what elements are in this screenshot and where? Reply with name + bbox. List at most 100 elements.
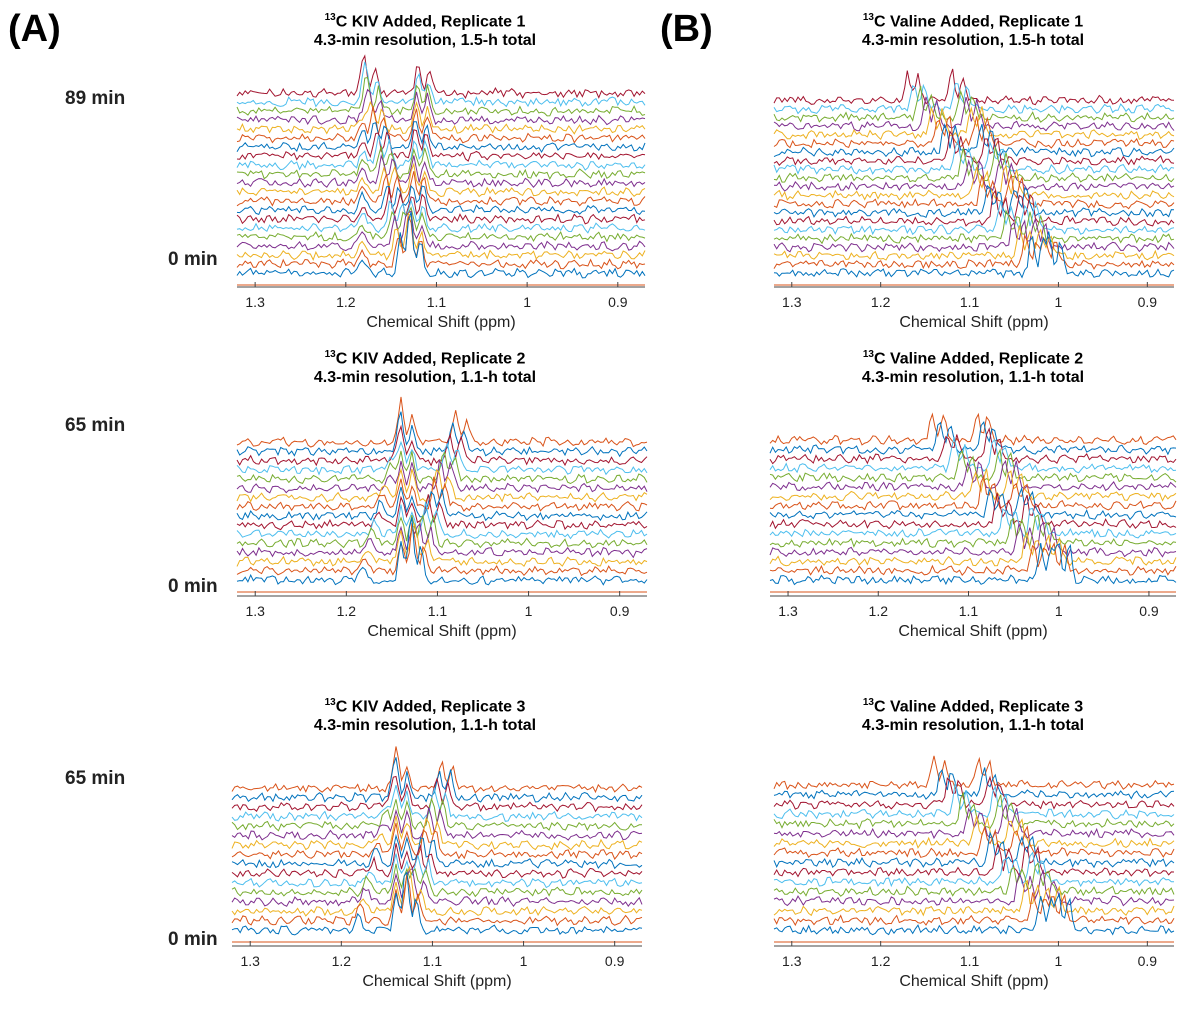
x-tick-label: 1.2 [871, 294, 891, 310]
spectrum-trace [236, 198, 646, 234]
spectrum-trace [773, 138, 1175, 175]
x-tick-label: 1.1 [959, 603, 979, 619]
x-tick-label: 1.1 [427, 294, 447, 310]
spectrum-trace [773, 130, 1175, 166]
x-tick-label: 1 [1055, 953, 1063, 969]
spectrum-trace [773, 851, 1175, 888]
spectra-plot-kiv-rep2: 1.3 1.2 1.1 1 0.9 Chemical Shift (ppm) [236, 396, 648, 640]
spectra-plot-kiv-rep1: 1.3 1.2 1.1 1 0.9 Chemical Shift (ppm) [236, 54, 646, 331]
spectrum-trace [769, 486, 1177, 521]
spectra-series-group [231, 746, 643, 943]
x-tick-label: 1.2 [332, 953, 352, 969]
x-tick-label: 0.9 [1138, 294, 1158, 310]
panel-label-a: (A) [8, 8, 61, 50]
spectrum-trace [773, 209, 1175, 245]
spectra-plot-valine-rep3: 1.3 1.2 1.1 1 0.9 Chemical Shift (ppm) [773, 755, 1175, 990]
spectrum-trace [773, 843, 1175, 878]
x-axis-label: Chemical Shift (ppm) [899, 314, 1048, 331]
spectrum-trace [769, 521, 1177, 558]
x-axis-label: Chemical Shift (ppm) [366, 314, 515, 331]
spectrum-trace [231, 865, 643, 917]
spectrum-trace [773, 767, 1175, 800]
spectrum-trace [236, 517, 648, 586]
x-tick-label: 1.1 [960, 953, 980, 969]
spectrum-trace [236, 61, 646, 108]
x-axis-label: Chemical Shift (ppm) [367, 623, 516, 640]
time-start-label: 0 min [168, 929, 218, 950]
spectrum-trace [236, 522, 648, 559]
spectrum-trace [773, 164, 1175, 201]
spectra-series-group [769, 412, 1177, 593]
spectrum-trace [769, 493, 1177, 530]
spectrum-trace [769, 459, 1177, 492]
spectrum-trace [236, 486, 648, 522]
spectrum-trace [236, 184, 646, 216]
spectrum-trace [769, 474, 1177, 511]
spectrum-trace [231, 784, 643, 822]
spectrum-trace [236, 212, 646, 261]
x-tick-label: 1.3 [240, 953, 260, 969]
spectrum-trace [236, 100, 646, 135]
spectrum-trace [773, 189, 1175, 227]
spectrum-trace [769, 436, 1177, 474]
spectrum-trace [773, 106, 1175, 141]
spectrum-trace [773, 231, 1175, 279]
x-tick-label: 1.2 [337, 603, 357, 619]
spectrum-trace [773, 775, 1175, 810]
x-tick-label: 1.2 [869, 603, 889, 619]
spectrum-trace [773, 200, 1175, 236]
spectrum-trace [231, 746, 643, 794]
spectra-series-group [236, 396, 648, 593]
spectrum-trace [236, 476, 648, 512]
spectrum-trace [773, 184, 1175, 218]
spectrum-trace [231, 815, 643, 851]
x-axis-label: Chemical Shift (ppm) [898, 623, 1047, 640]
plot-title-valine-rep2: 13C Valine Added, Replicate 2 4.3-min re… [861, 349, 1085, 387]
x-tick-label: 1.2 [871, 953, 891, 969]
time-end-label: 89 min [65, 88, 126, 109]
x-tick-label: 1.3 [245, 294, 265, 310]
spectrum-trace [773, 85, 1175, 123]
spectrum-trace [769, 543, 1177, 586]
spectrum-trace [236, 187, 646, 225]
spectrum-trace [231, 870, 643, 936]
spectrum-trace [231, 797, 642, 832]
spectrum-trace [773, 830, 1175, 869]
spectra-series-group [773, 68, 1175, 286]
spectrum-trace [236, 162, 646, 198]
spectrum-trace [773, 123, 1175, 158]
spectrum-trace [236, 501, 648, 540]
x-tick-label: 1.1 [960, 294, 980, 310]
spectrum-trace [236, 129, 646, 162]
spectrum-trace [231, 853, 643, 889]
spectra-series-group [236, 54, 646, 286]
spectrum-trace [231, 775, 643, 813]
spectrum-trace [773, 217, 1175, 253]
plot-title-kiv-rep3: 13C KIV Added, Replicate 3 4.3-min resol… [313, 697, 537, 735]
time-end-label: 65 min [65, 415, 126, 436]
spectrum-trace [773, 96, 1175, 132]
spectrum-trace [773, 147, 1175, 183]
spectrum-trace [236, 396, 648, 448]
spectrum-trace [769, 531, 1177, 567]
x-tick-label: 1.1 [428, 603, 448, 619]
spectra-plot-valine-rep1: 1.3 1.2 1.1 1 0.9 Chemical Shift (ppm) [773, 68, 1175, 331]
spectrum-trace [773, 174, 1175, 210]
spectrum-trace [231, 863, 643, 898]
spectrum-trace [773, 879, 1175, 917]
spectrum-trace [773, 782, 1175, 820]
plot-title-valine-rep1: 13C Valine Added, Replicate 1 4.3-min re… [861, 12, 1085, 50]
spectrum-trace [236, 211, 646, 279]
spectrum-trace [231, 833, 643, 870]
spectra-plot-kiv-rep3: 1.3 1.2 1.1 1 0.9 Chemical Shift (ppm) [231, 746, 643, 990]
spectrum-trace [236, 106, 646, 144]
x-tick-label: 0.9 [610, 603, 630, 619]
spectrum-trace [769, 448, 1177, 483]
x-axis-label: Chemical Shift (ppm) [899, 973, 1048, 990]
spectrum-trace [773, 825, 1175, 859]
spectrum-trace [231, 873, 643, 927]
spectrum-trace [236, 450, 648, 485]
plot-title-kiv-rep2: 13C KIV Added, Replicate 2 4.3-min resol… [313, 349, 537, 387]
spectrum-trace [773, 755, 1175, 791]
spectrum-trace [773, 157, 1175, 192]
